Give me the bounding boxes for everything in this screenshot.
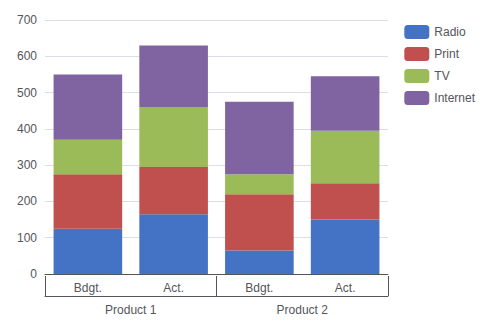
svg-text:Product 2: Product 2 bbox=[277, 303, 329, 317]
svg-text:Internet: Internet bbox=[434, 91, 475, 105]
svg-text:Product 1: Product 1 bbox=[105, 303, 157, 317]
svg-text:Bdgt.: Bdgt. bbox=[74, 281, 102, 295]
svg-text:200: 200 bbox=[17, 194, 37, 208]
svg-text:Act.: Act. bbox=[163, 281, 184, 295]
svg-text:Radio: Radio bbox=[434, 25, 466, 39]
svg-text:300: 300 bbox=[17, 158, 37, 172]
svg-text:0: 0 bbox=[30, 267, 37, 281]
svg-text:TV: TV bbox=[434, 69, 449, 83]
svg-text:400: 400 bbox=[17, 122, 37, 136]
svg-text:100: 100 bbox=[17, 231, 37, 245]
svg-text:600: 600 bbox=[17, 49, 37, 63]
svg-text:500: 500 bbox=[17, 86, 37, 100]
svg-text:Bdgt.: Bdgt. bbox=[245, 281, 273, 295]
svg-text:Act.: Act. bbox=[335, 281, 356, 295]
svg-text:700: 700 bbox=[17, 13, 37, 27]
svg-text:Print: Print bbox=[434, 47, 459, 61]
